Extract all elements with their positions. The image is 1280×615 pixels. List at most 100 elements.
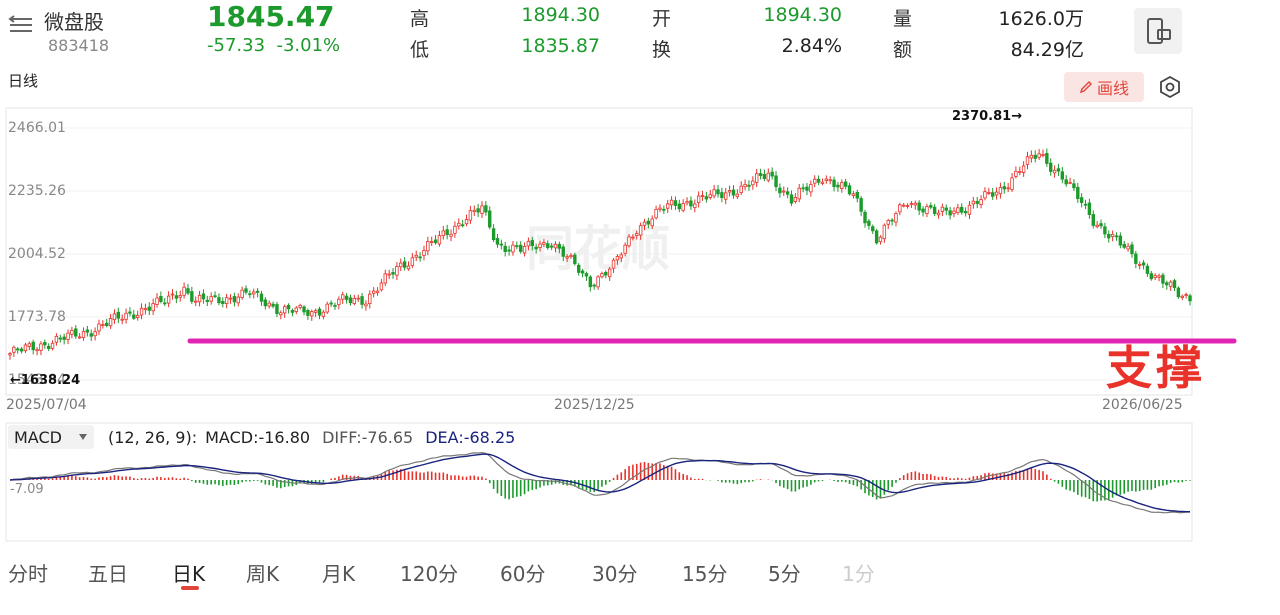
candle — [348, 297, 353, 304]
candle — [607, 268, 612, 278]
candle — [1060, 171, 1065, 180]
candle — [12, 346, 16, 353]
candle — [967, 204, 972, 215]
tab-3[interactable]: 周K — [246, 562, 280, 586]
tab-1[interactable]: 五日 — [88, 562, 128, 586]
candle — [290, 310, 295, 313]
tab-5[interactable]: 120分 — [400, 562, 459, 586]
candle — [360, 296, 364, 305]
candle — [843, 181, 848, 187]
candle — [422, 250, 426, 256]
candle — [994, 191, 999, 196]
tab-7[interactable]: 30分 — [592, 562, 638, 586]
candle — [855, 192, 859, 199]
tab-6[interactable]: 60分 — [500, 562, 546, 586]
candle — [894, 213, 898, 223]
candle — [704, 196, 709, 200]
candle — [886, 220, 890, 225]
tab-0[interactable]: 分时 — [8, 562, 48, 586]
landscape-button[interactable] — [1134, 8, 1182, 54]
high-value: 1894.30 — [521, 4, 600, 26]
candle — [929, 205, 933, 208]
candle — [565, 256, 569, 259]
candle — [135, 315, 140, 318]
candle — [600, 273, 604, 278]
pencil-icon — [1079, 81, 1092, 94]
candle — [101, 324, 105, 327]
menu-icon[interactable] — [8, 14, 34, 36]
candle — [294, 307, 298, 312]
candle — [774, 175, 778, 188]
indicator-select[interactable]: MACD — [8, 425, 94, 449]
candle — [228, 297, 233, 300]
candle — [1118, 235, 1123, 246]
candle — [816, 178, 821, 183]
candle — [23, 344, 28, 352]
settings-hex-icon[interactable] — [1156, 73, 1184, 101]
candle — [944, 207, 948, 211]
draw-line-button[interactable]: 画线 — [1064, 72, 1144, 102]
candle — [669, 199, 674, 206]
candle — [824, 178, 829, 181]
open-label: 开 — [652, 8, 672, 30]
candle — [561, 246, 565, 257]
kline-chart[interactable]: 同花顺 — [0, 105, 1240, 550]
candle — [747, 184, 751, 187]
low-value: 1835.87 — [521, 35, 600, 57]
low-annotation: ←1638.24 — [10, 373, 81, 388]
macd-axis-label: -7.09 — [10, 482, 44, 497]
macd-frame — [5, 422, 1193, 542]
tab-4[interactable]: 月K — [322, 562, 356, 586]
candle — [511, 244, 515, 253]
candle — [224, 297, 229, 305]
candle — [693, 203, 697, 209]
candle — [588, 276, 593, 288]
candle — [1103, 226, 1107, 235]
candle — [128, 311, 132, 314]
tab-8[interactable]: 15分 — [682, 562, 728, 586]
candle — [209, 296, 213, 302]
indicator-row: MACD (12, 26, 9): MACD:-16.80 DIFF:-76.6… — [8, 425, 515, 449]
candle — [321, 311, 326, 317]
candle — [700, 195, 705, 197]
date-mid: 2025/12/25 — [554, 397, 635, 413]
candle — [252, 291, 256, 295]
candle — [534, 246, 538, 250]
candle — [1052, 169, 1057, 174]
candle — [932, 206, 937, 214]
candle — [1134, 253, 1138, 264]
candle — [1091, 214, 1095, 226]
candle — [484, 205, 488, 213]
tab-10[interactable]: 1分 — [842, 562, 875, 586]
candle — [495, 238, 500, 245]
current-price: 1845.47 — [207, 0, 335, 33]
candle — [623, 244, 627, 254]
candle — [1184, 294, 1188, 296]
candle — [542, 242, 546, 245]
tab-9[interactable]: 5分 — [768, 562, 801, 586]
candle — [97, 323, 101, 332]
candle — [1064, 179, 1068, 185]
tab-2[interactable]: 日K — [172, 562, 206, 586]
candle — [832, 179, 836, 187]
candle — [662, 208, 666, 211]
candle — [46, 345, 51, 349]
candle — [74, 328, 78, 337]
candle — [418, 256, 422, 259]
candle — [387, 273, 391, 276]
candle — [948, 210, 952, 216]
candle — [615, 256, 620, 261]
candle — [166, 295, 171, 304]
candle — [538, 243, 542, 248]
candle — [913, 202, 918, 206]
candle — [650, 218, 654, 227]
candle — [232, 296, 237, 303]
candle — [1045, 153, 1049, 164]
candle — [689, 200, 693, 207]
candle — [406, 265, 411, 270]
candle — [39, 343, 43, 351]
turnover-value: 2.84% — [781, 35, 842, 57]
candle — [917, 202, 921, 211]
candle — [379, 282, 384, 291]
candle — [642, 221, 647, 226]
